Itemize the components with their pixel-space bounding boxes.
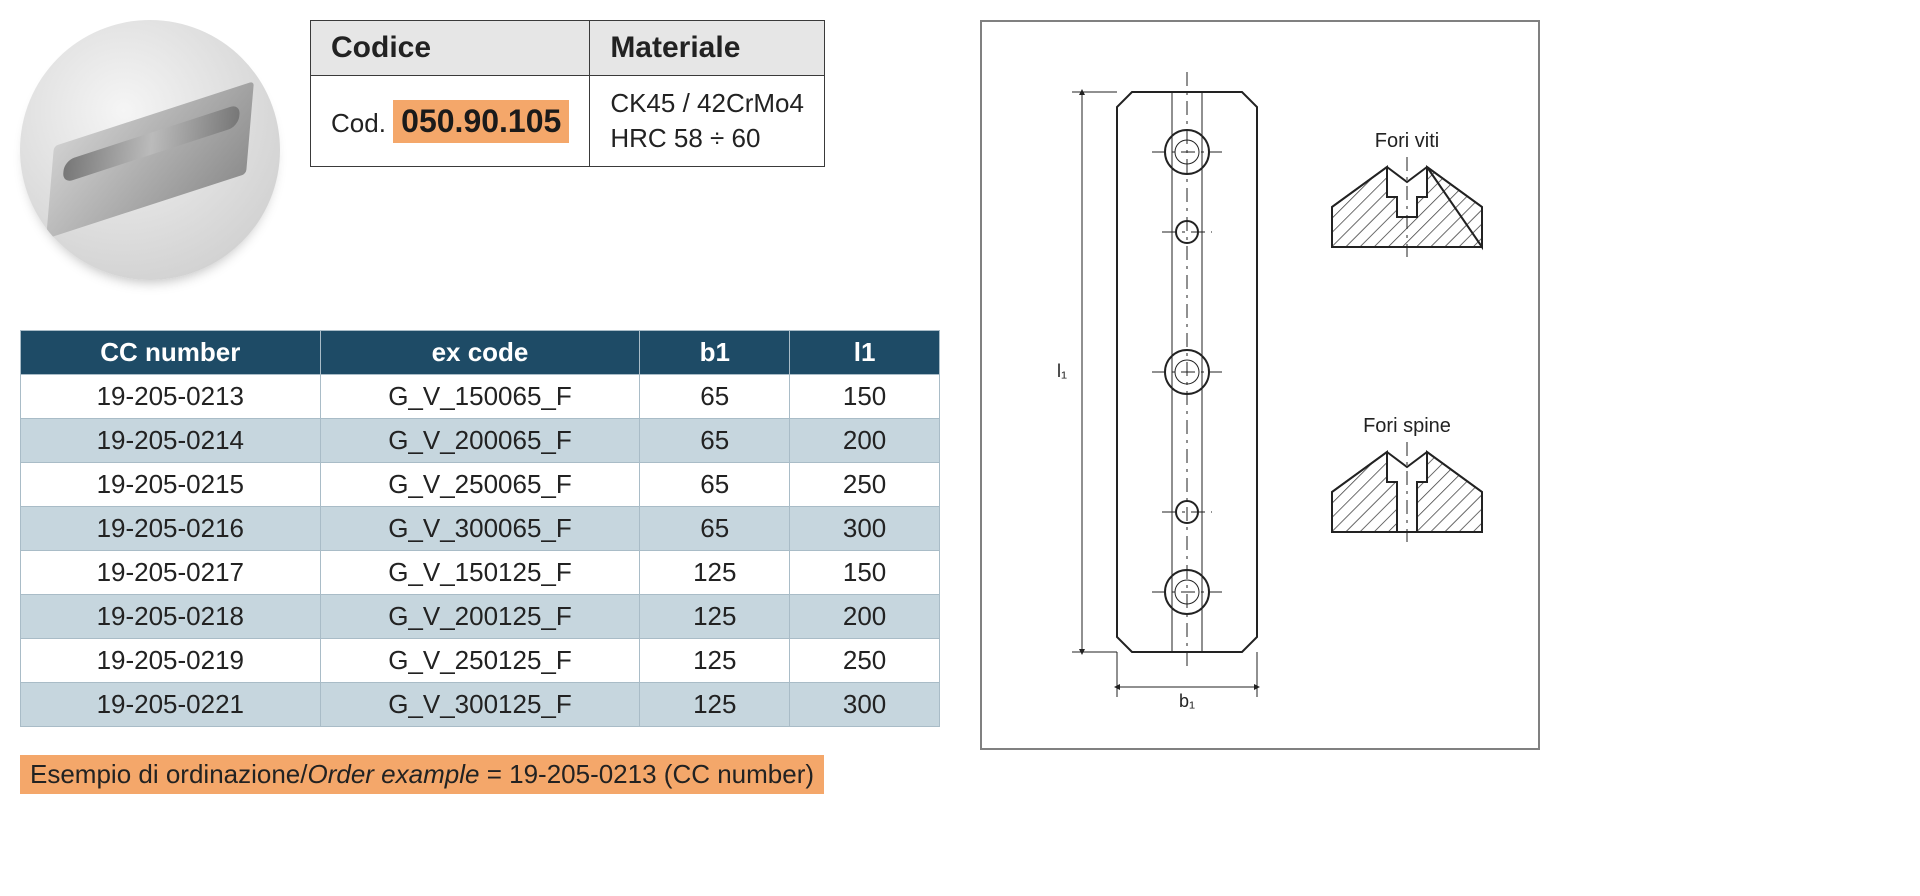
product-image xyxy=(20,20,280,280)
cell-l1: 200 xyxy=(790,595,940,639)
dim-l1-label: l₁ xyxy=(1057,361,1067,381)
materiale-header: Materiale xyxy=(590,21,825,76)
materiale-cell: CK45 / 42CrMo4 HRC 58 ÷ 60 xyxy=(590,76,825,167)
codice-cell: Cod. 050.90.105 xyxy=(311,76,590,167)
cell-cc: 19-205-0215 xyxy=(21,463,321,507)
cell-ex: G_V_150125_F xyxy=(320,551,640,595)
cell-ex: G_V_150065_F xyxy=(320,375,640,419)
order-example: Esempio di ordinazione/Order example = 1… xyxy=(20,755,824,794)
cell-cc: 19-205-0221 xyxy=(21,683,321,727)
cell-b1: 65 xyxy=(640,463,790,507)
codice-header: Codice xyxy=(311,21,590,76)
cell-ex: G_V_200065_F xyxy=(320,419,640,463)
cell-l1: 250 xyxy=(790,463,940,507)
cell-l1: 250 xyxy=(790,639,940,683)
col-header-cc: CC number xyxy=(21,331,321,375)
cell-cc: 19-205-0213 xyxy=(21,375,321,419)
table-row: 19-205-0219G_V_250125_F125250 xyxy=(21,639,940,683)
cell-ex: G_V_300065_F xyxy=(320,507,640,551)
fori-viti-label: Fori viti xyxy=(1375,130,1439,152)
cell-l1: 300 xyxy=(790,507,940,551)
materiale-line-0: CK45 / 42CrMo4 xyxy=(610,88,804,118)
cell-ex: G_V_200125_F xyxy=(320,595,640,639)
table-row: 19-205-0214G_V_200065_F65200 xyxy=(21,419,940,463)
cell-cc: 19-205-0216 xyxy=(21,507,321,551)
technical-drawing: l₁ b₁ Fori viti xyxy=(980,20,1540,750)
cod-prefix: Cod. xyxy=(331,108,386,138)
table-row: 19-205-0217G_V_150125_F125150 xyxy=(21,551,940,595)
table-row: 19-205-0218G_V_200125_F125200 xyxy=(21,595,940,639)
cell-ex: G_V_250065_F xyxy=(320,463,640,507)
cell-b1: 65 xyxy=(640,507,790,551)
table-header-row: CC number ex code b1 l1 xyxy=(21,331,940,375)
codice-materiale-table: Codice Materiale Cod. 050.90.105 CK45 / … xyxy=(310,20,825,167)
cell-cc: 19-205-0214 xyxy=(21,419,321,463)
cell-cc: 19-205-0219 xyxy=(21,639,321,683)
col-header-b1: b1 xyxy=(640,331,790,375)
materiale-line-1: HRC 58 ÷ 60 xyxy=(610,123,760,153)
cell-b1: 125 xyxy=(640,595,790,639)
fori-spine-label: Fori spine xyxy=(1363,415,1451,437)
table-row: 19-205-0213G_V_150065_F65150 xyxy=(21,375,940,419)
cell-b1: 65 xyxy=(640,419,790,463)
cell-b1: 125 xyxy=(640,551,790,595)
cod-code-value: 050.90.105 xyxy=(393,100,569,143)
cell-b1: 65 xyxy=(640,375,790,419)
col-header-l1: l1 xyxy=(790,331,940,375)
cell-b1: 125 xyxy=(640,639,790,683)
cell-l1: 150 xyxy=(790,551,940,595)
cell-l1: 300 xyxy=(790,683,940,727)
cell-b1: 125 xyxy=(640,683,790,727)
dim-b1-label: b₁ xyxy=(1179,691,1195,711)
cell-l1: 200 xyxy=(790,419,940,463)
table-row: 19-205-0215G_V_250065_F65250 xyxy=(21,463,940,507)
table-row: 19-205-0221G_V_300125_F125300 xyxy=(21,683,940,727)
cell-ex: G_V_300125_F xyxy=(320,683,640,727)
col-header-ex: ex code xyxy=(320,331,640,375)
order-example-prefix: Esempio di ordinazione/ xyxy=(30,759,308,789)
order-example-sep: = xyxy=(479,759,509,789)
order-example-value: 19-205-0213 (CC number) xyxy=(509,759,814,789)
cell-ex: G_V_250125_F xyxy=(320,639,640,683)
cell-cc: 19-205-0217 xyxy=(21,551,321,595)
cell-cc: 19-205-0218 xyxy=(21,595,321,639)
order-example-italic: Order example xyxy=(308,759,480,789)
table-row: 19-205-0216G_V_300065_F65300 xyxy=(21,507,940,551)
cell-l1: 150 xyxy=(790,375,940,419)
variants-table: CC number ex code b1 l1 19-205-0213G_V_1… xyxy=(20,330,940,727)
